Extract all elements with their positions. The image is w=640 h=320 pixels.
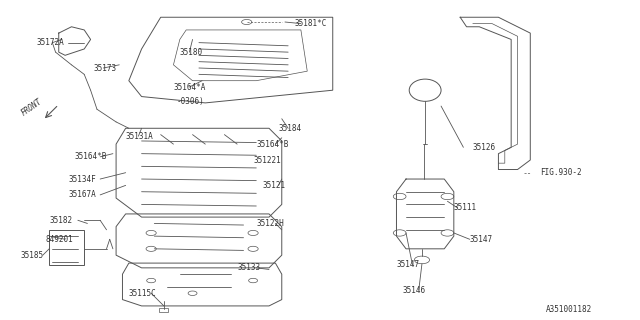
Text: 849201: 849201 [46,235,74,244]
Text: 35121: 35121 [262,181,286,190]
Text: 35180: 35180 [180,48,203,57]
Text: 35147: 35147 [470,235,493,244]
Text: -0306): -0306) [177,97,204,106]
Text: 35133: 35133 [237,263,260,272]
Text: 35111: 35111 [454,203,477,212]
Text: 35146: 35146 [403,285,426,295]
Text: 35173: 35173 [94,63,117,73]
Text: 35164*B: 35164*B [256,140,289,148]
Text: 35126: 35126 [473,143,496,152]
Text: 35164*B: 35164*B [75,152,107,161]
Bar [159,308,168,312]
Text: FRONT: FRONT [20,97,44,118]
Text: 35115C: 35115C [129,289,157,298]
Text: 35184: 35184 [278,124,301,133]
Text: 35182: 35182 [49,216,72,225]
Text: 351221: 351221 [253,156,281,164]
Text: 35185: 35185 [20,251,44,260]
Text: 35147: 35147 [396,260,420,269]
Text: 35172A: 35172A [36,38,64,47]
Text: A351001182: A351001182 [546,305,593,314]
Text: 35181*C: 35181*C [294,19,327,28]
Text: 35164*A: 35164*A [173,83,206,92]
Text: 35134F: 35134F [68,174,96,184]
Text: 35131A: 35131A [125,132,154,141]
Text: 35122H: 35122H [256,219,284,228]
Text: 35167A: 35167A [68,190,96,199]
Text: FIG.930-2: FIG.930-2 [540,168,582,177]
